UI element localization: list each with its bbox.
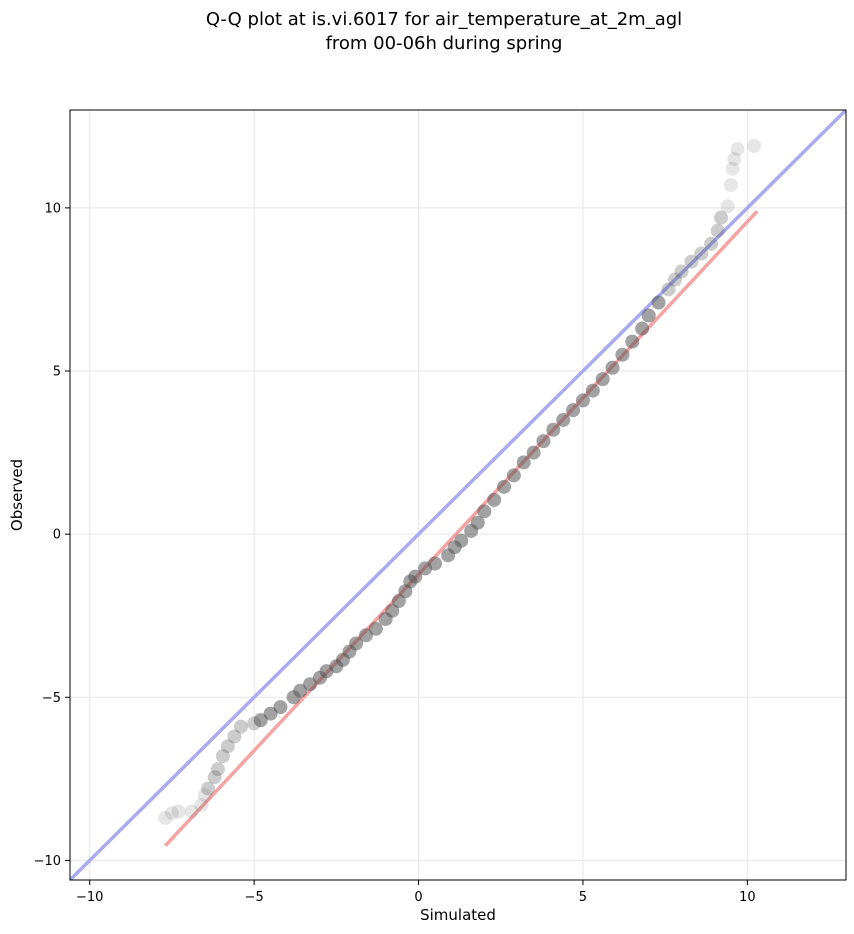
quantile-point-18 <box>293 683 308 698</box>
quantile-point-26 <box>358 628 373 643</box>
y-tick-label-1: −5 <box>42 691 61 706</box>
quantile-point-9 <box>215 749 230 764</box>
quantile-point-46 <box>526 445 541 460</box>
quantile-point-19 <box>303 677 318 692</box>
y-axis-ticks: −10 −5 0 5 10 <box>34 201 70 869</box>
quantile-point-67 <box>714 210 729 225</box>
quantile-point-50 <box>566 403 581 418</box>
quantile-point-43 <box>497 479 512 494</box>
quantile-point-40 <box>470 515 485 530</box>
quantile-points <box>158 138 761 826</box>
quantile-point-1 <box>164 806 179 821</box>
quantile-point-60 <box>661 282 676 297</box>
x-axis-ticks: −10 −5 0 5 10 <box>76 880 756 905</box>
quantile-point-3 <box>184 804 199 819</box>
y-axis-label: Observed <box>8 459 26 531</box>
quantile-point-45 <box>516 455 531 470</box>
quantile-point-0 <box>158 811 173 826</box>
x-tick-label-3: 5 <box>579 890 587 905</box>
quantile-point-7 <box>207 770 222 785</box>
one-to-one-line <box>70 110 846 880</box>
quantile-point-57 <box>635 321 650 336</box>
quantile-point-54 <box>605 360 620 375</box>
quantile-point-56 <box>625 334 640 349</box>
chart-title-line-2: from 00-06h during spring <box>325 33 563 54</box>
x-axis-label: Simulated <box>420 906 496 924</box>
quantile-point-6 <box>201 781 216 796</box>
quantile-point-30 <box>391 594 406 609</box>
quantile-point-58 <box>641 308 656 323</box>
y-tick-label-2: 0 <box>53 528 61 543</box>
quantile-point-10 <box>220 739 235 754</box>
chart-title-line-1: Q-Q plot at is.vi.6017 for air_temperatu… <box>205 9 683 30</box>
quantile-point-55 <box>615 347 630 362</box>
quantile-point-70 <box>725 161 740 176</box>
quantile-point-2 <box>171 804 186 819</box>
quantile-point-38 <box>454 533 469 548</box>
quantile-point-66 <box>710 223 725 238</box>
quantile-point-48 <box>546 422 561 437</box>
quantile-point-5 <box>197 788 212 803</box>
x-tick-label-0: −10 <box>76 890 103 905</box>
quantile-point-72 <box>730 142 745 157</box>
quantile-point-65 <box>704 236 719 251</box>
quantile-point-14 <box>253 713 268 728</box>
y-tick-label-3: 5 <box>53 365 61 380</box>
quantile-point-33 <box>408 569 423 584</box>
quantile-point-62 <box>674 264 689 279</box>
quantile-point-63 <box>684 254 699 269</box>
x-tick-label-2: 0 <box>414 890 422 905</box>
y-tick-label-0: −10 <box>34 854 61 869</box>
quantile-point-59 <box>651 295 666 310</box>
quantile-point-35 <box>427 556 442 571</box>
quantile-point-42 <box>487 492 502 507</box>
quantile-point-44 <box>506 468 521 483</box>
quantile-point-4 <box>194 797 209 812</box>
chart-title: Q-Q plot at is.vi.6017 for air_temperatu… <box>0 8 854 56</box>
quantile-point-52 <box>585 383 600 398</box>
quantile-point-69 <box>723 178 738 193</box>
quantile-point-25 <box>349 636 364 651</box>
quantile-point-64 <box>694 246 709 261</box>
quantile-point-51 <box>575 393 590 408</box>
y-tick-label-4: 10 <box>44 201 61 216</box>
x-tick-label-1: −5 <box>245 890 264 905</box>
quantile-point-16 <box>273 700 288 715</box>
quantile-point-27 <box>368 621 383 636</box>
quantile-point-41 <box>477 504 492 519</box>
fit-line <box>164 209 759 847</box>
fit-line-layer <box>164 209 759 847</box>
quantile-point-15 <box>263 706 278 721</box>
plot-frame <box>69 109 847 881</box>
grid <box>70 110 846 880</box>
quantile-point-73 <box>746 138 761 153</box>
quantile-point-11 <box>227 729 242 744</box>
quantile-point-8 <box>210 762 225 777</box>
quantile-point-47 <box>536 434 551 449</box>
quantile-point-29 <box>385 603 400 618</box>
quantile-point-12 <box>233 719 248 734</box>
reference-line-layer <box>70 110 846 880</box>
quantile-point-53 <box>595 372 610 387</box>
quantile-point-61 <box>668 272 683 287</box>
quantile-point-68 <box>720 199 735 214</box>
x-tick-label-4: 10 <box>739 890 756 905</box>
quantile-point-71 <box>727 151 742 166</box>
quantile-point-49 <box>556 412 571 427</box>
